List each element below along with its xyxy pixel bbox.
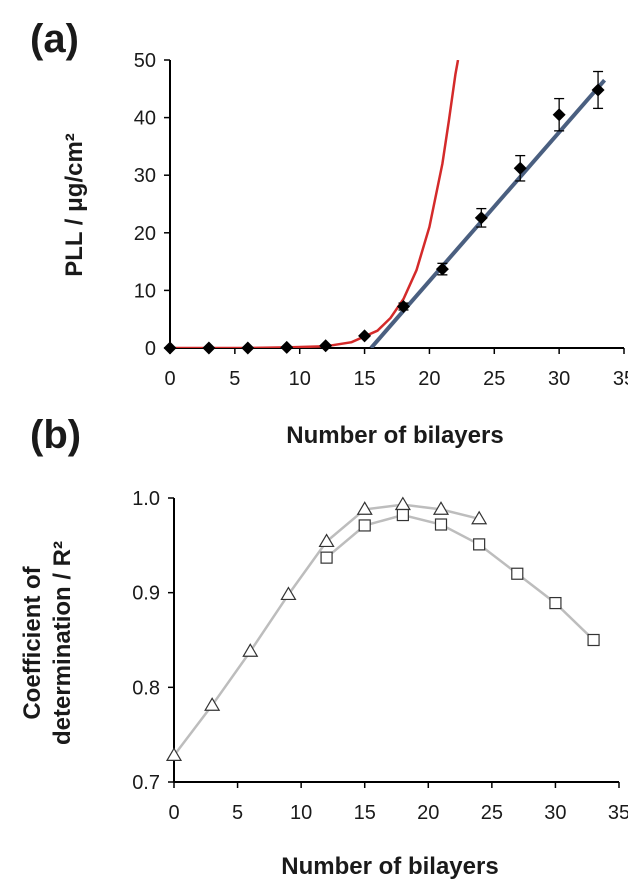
- panel-a-x-tick-label: 10: [289, 368, 311, 390]
- panel-a-data-point: [319, 339, 333, 353]
- panel-a-y-tick-label: 30: [134, 165, 156, 187]
- panel-b-y-tick-label: 0.9: [132, 583, 160, 605]
- panel-b-square-marker: [396, 508, 409, 522]
- panel-a-data-point: [163, 341, 177, 355]
- panel-a-x-tick-label: 15: [353, 368, 375, 390]
- panel-b-triangle-marker: [432, 501, 450, 515]
- panel-a-y-tick-label: 20: [134, 223, 156, 245]
- panel-a-exponential-fit-line: [170, 60, 460, 348]
- panel-b-x-tick-label: 20: [417, 802, 439, 824]
- panel-a: (a) 0 5 10 15 20 25 30 35 0 10 20 30 40 50 Number of…: [30, 17, 628, 449]
- panel-b-square-marker: [511, 567, 524, 580]
- panel-b-triangle-marker: [471, 510, 488, 525]
- panel-b-y-tick-labels: 0.7 0.8 0.9 1.0: [132, 488, 160, 794]
- panel-b-square-marker: [587, 633, 600, 647]
- panel-a-data-point: [396, 300, 410, 314]
- panel-b-square-marker: [549, 596, 562, 610]
- panel-b-square-marker: [320, 551, 333, 564]
- panel-a-data-point: [358, 329, 372, 343]
- panel-b: (b) 0 5 10 15 20 25 30 35 0.7 0.8 0.9 1.0 Number o…: [19, 413, 628, 880]
- panel-a-data-point: [241, 341, 255, 355]
- panel-b-x-tick-label: 25: [481, 802, 503, 824]
- panel-b-x-tick-label: 15: [354, 802, 376, 824]
- panel-b-x-tick-label: 35: [608, 802, 628, 824]
- panel-a-x-tick-label: 25: [483, 368, 505, 390]
- panel-a-y-tick-label: 10: [134, 280, 156, 302]
- panel-a-label: (a): [30, 17, 79, 61]
- panel-b-x-tick-label: 10: [290, 802, 312, 824]
- panel-b-square-marker: [434, 518, 448, 531]
- panel-b-label: (b): [30, 413, 81, 457]
- panel-b-plot-area: [165, 496, 620, 788]
- panel-a-data-point: [513, 161, 527, 175]
- panel-a-y-axis-title: PLL / μg/cm²: [61, 133, 88, 277]
- panel-a-x-tick-label: 20: [418, 368, 440, 390]
- panel-a-linear-fit-line: [369, 78, 607, 348]
- panel-a-x-tick-labels: 0 5 10 15 20 25 30 35: [164, 368, 628, 390]
- panel-a-data-point: [591, 83, 605, 97]
- panel-b-x-axis-title: Number of bilayers: [281, 853, 498, 880]
- panel-a-y-tick-label: 40: [134, 108, 156, 130]
- panel-a-y-tick-label: 0: [145, 338, 156, 360]
- panel-a-x-tick-label: 5: [229, 368, 240, 390]
- panel-b-y-tick-label: 1.0: [132, 488, 160, 510]
- panel-b-triangle-marker: [318, 533, 335, 548]
- panel-a-data-point: [202, 341, 216, 355]
- panel-a-x-tick-label: 0: [164, 368, 175, 390]
- panel-b-square-marker: [473, 538, 486, 551]
- panel-a-data-point: [435, 262, 449, 276]
- panel-b-y-tick-label: 0.8: [132, 677, 160, 699]
- panel-b-triangle-marker: [204, 697, 221, 711]
- panel-b-x-tick-label: 5: [232, 802, 243, 824]
- panel-b-y-axis-title-line2: determination / R²: [49, 541, 76, 745]
- panel-a-x-axis-title: Number of bilayers: [286, 422, 503, 449]
- panel-a-data-point: [552, 108, 566, 122]
- panel-a-x-tick-label: 30: [548, 368, 570, 390]
- panel-b-y-axis-title-line1: Coefficient of: [19, 565, 46, 719]
- panel-b-square-marker: [358, 519, 371, 532]
- panel-b-x-tick-labels: 0 5 10 15 20 25 30 35: [168, 802, 628, 824]
- panel-a-y-tick-labels: 0 10 20 30 40 50: [134, 50, 156, 360]
- panel-a-data-point: [474, 211, 488, 225]
- panel-a-y-tick-label: 50: [134, 50, 156, 72]
- panel-b-y-tick-label: 0.7: [132, 772, 160, 794]
- panel-b-triangle-marker: [165, 747, 183, 761]
- panel-b-x-tick-label: 30: [544, 802, 566, 824]
- panel-a-x-tick-label: 35: [613, 368, 628, 390]
- panel-b-triangle-marker: [242, 643, 259, 657]
- panel-a-plot-area: [163, 59, 625, 355]
- panel-b-triangle-marker: [280, 586, 297, 601]
- panel-b-triangle-marker: [356, 501, 373, 515]
- panel-b-x-tick-label: 0: [168, 802, 179, 824]
- panel-a-data-point: [280, 340, 294, 354]
- panel-b-triangle-marker: [394, 496, 411, 511]
- panel-b-square-series-line: [325, 513, 595, 641]
